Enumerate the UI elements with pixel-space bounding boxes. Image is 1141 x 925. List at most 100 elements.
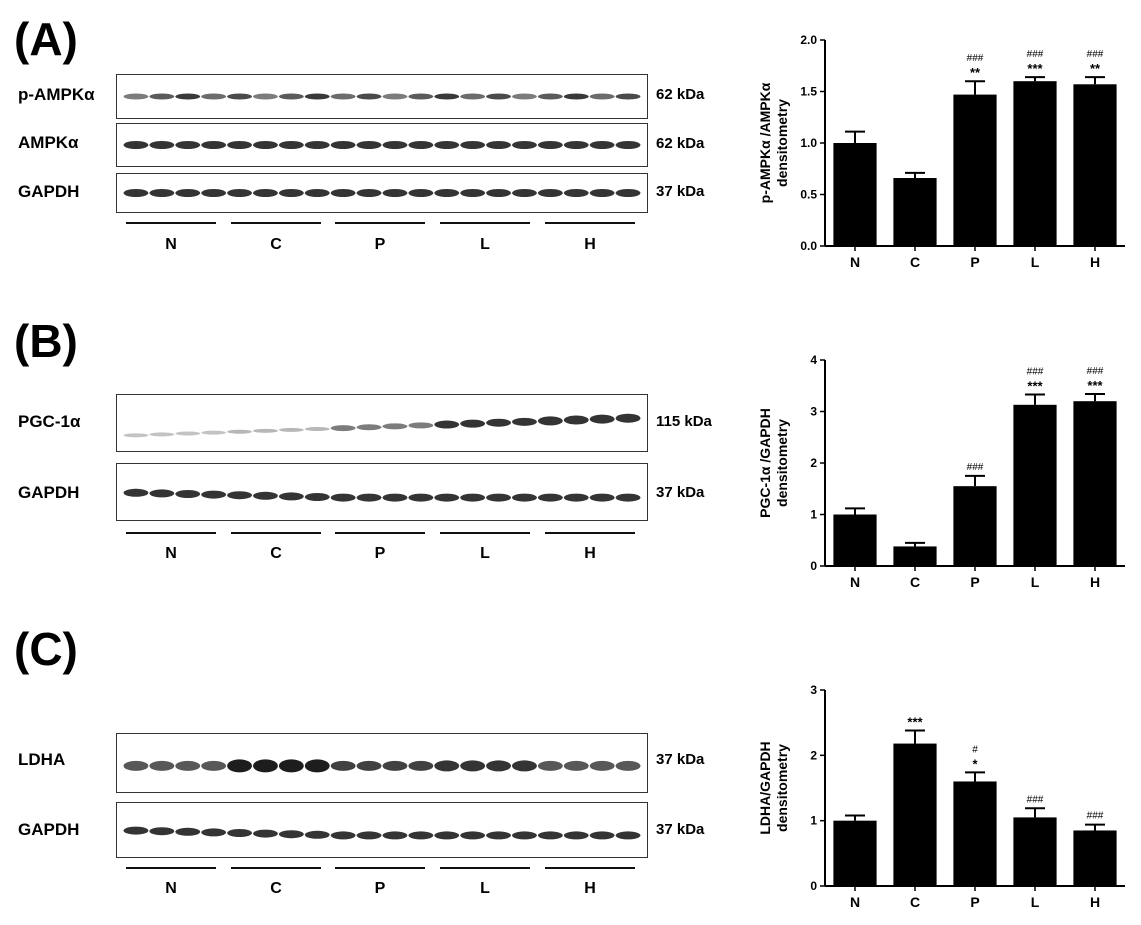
blot-band [486,493,511,502]
blot-band [123,433,149,438]
blot-band [589,141,615,149]
blot-band [460,493,486,502]
group-line-c [231,222,321,224]
blot-band [304,189,330,197]
blot-band [460,141,486,149]
y-tick-label: 0 [810,879,817,893]
blot-band [149,93,175,100]
blot-band [304,493,330,501]
blot-band [486,831,511,840]
blot-band [460,760,486,772]
blot-band [227,491,252,500]
group-line-p [335,222,425,224]
significance-hash: ### [1087,366,1104,377]
group-line-l [440,222,530,224]
blot-band [486,760,511,772]
blot-band [304,759,330,773]
blot-label-gapdh-b: GAPDH [18,483,80,502]
blot-band [201,189,227,197]
panel-label-b: (B) [14,315,78,367]
blot-band [382,189,408,197]
blot-band [460,93,486,100]
blot-band [175,93,201,100]
group-label-c: C [270,236,282,253]
kda-label: 37 kDa [656,751,705,768]
y-tick-label: 0 [810,559,817,573]
group-label-l: L [480,545,490,562]
blot-band [589,493,615,502]
blot-band [149,189,175,197]
x-tick-label: N [850,574,860,590]
blot-band [253,759,278,773]
significance-hash: ### [1027,49,1044,60]
blot-band [615,831,641,840]
blot-band [304,93,330,100]
blot-band [408,831,434,840]
bar [833,514,877,566]
blot-band [434,93,460,100]
blot-band [278,830,304,839]
bar [953,94,997,246]
significance-hash: ### [967,53,984,64]
blot-p-ampk [116,74,648,119]
y-tick-label: 4 [810,353,817,367]
group-line-n [126,867,216,869]
blot-band [589,93,615,100]
chart-svg: p-AMPKα /AMPKαdensitometry 0.0 0.5 1.0 1.5 2.… [757,33,1125,270]
blot-band [175,141,201,149]
significance-hash: ### [967,462,984,473]
blot-band [330,189,356,197]
blot-band [537,760,563,771]
bar [953,781,997,886]
significance-star: *** [907,715,923,730]
bar [893,546,937,566]
group-label-h: H [584,880,596,897]
blot-band [253,93,278,100]
blot-band [149,827,175,836]
blot-band [486,141,511,149]
blot-gapdh-a [116,173,648,213]
blot-band [227,189,252,197]
x-tick-label: H [1090,254,1100,270]
blot-band [201,93,227,100]
y-tick-label: 2 [810,748,817,762]
blot-band [408,760,434,771]
blot-band [278,759,304,773]
blot-band [615,413,641,423]
bar [1073,401,1117,566]
blot-band [149,432,175,437]
blot-band [382,831,408,840]
y-tick-label: 3 [810,683,817,697]
blot-band [278,189,304,197]
blot-band [589,189,615,197]
group-line-h [545,532,635,534]
group-line-h [545,222,635,224]
blot-band [434,760,460,772]
x-tick-label: H [1090,894,1100,910]
blot-band [382,493,408,502]
blot-band [356,93,382,100]
y-tick-label: 0.5 [800,188,817,202]
significance-hash: # [972,744,978,755]
blot-band [330,93,356,100]
blot-band [123,189,149,197]
blot-band [356,424,382,431]
y-axis-label: LDHA/GAPDHdensitometry [757,741,790,834]
group-label-n: N [165,545,177,562]
y-tick-label: 3 [810,405,817,419]
blot-band [563,189,589,197]
significance-hash: ### [1087,811,1104,822]
blot-bands [123,93,641,100]
blot-band [486,418,511,427]
blot-band [253,491,278,500]
blot-band [537,416,563,426]
blot-band [278,141,304,149]
blot-bands [123,141,641,149]
significance-star: *** [1087,378,1103,393]
bar [1013,404,1057,566]
blot-band [537,831,563,840]
blot-band [253,189,278,197]
kda-label: 37 kDa [656,484,705,501]
panel-label-a: (A) [14,13,78,65]
blot-band [253,829,278,838]
